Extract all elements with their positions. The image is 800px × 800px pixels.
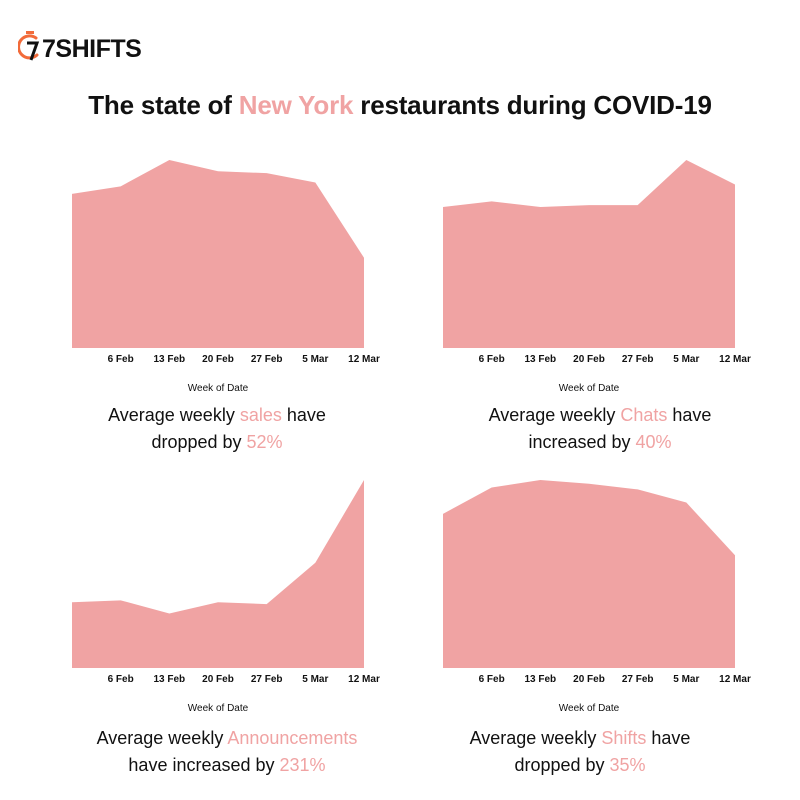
title-highlight: New York	[238, 90, 354, 120]
x-tick-label: 12 Mar	[719, 674, 751, 685]
caption-keyword: Shifts	[601, 728, 647, 748]
caption-text: dropped by	[514, 755, 610, 775]
caption-text: have	[281, 405, 326, 425]
x-tick-label: 20 Feb	[573, 354, 605, 365]
x-tick-label: 6 Feb	[108, 354, 134, 365]
brand-logo: 7SHIFTS	[18, 28, 142, 63]
x-tick-label: 5 Mar	[673, 354, 699, 365]
brand-name: 7SHIFTS	[42, 35, 142, 63]
caption-text: increased by	[528, 432, 636, 452]
caption-percent: 35%	[609, 755, 646, 775]
sales-chart: 6 Feb 13 Feb 20 Feb 27 Feb 5 Mar 12 Mar Week o…	[62, 150, 392, 394]
x-tick-label: 13 Feb	[524, 674, 556, 685]
caption-text: have increased by	[128, 755, 280, 775]
announcements-caption: Average weekly Announcements have increa…	[37, 725, 417, 779]
x-tick-label: 27 Feb	[622, 354, 654, 365]
x-tick-label: 13 Feb	[153, 354, 185, 365]
x-tick-label: 5 Mar	[302, 354, 328, 365]
x-tick-label: 20 Feb	[573, 674, 605, 685]
shifts-caption: Average weekly Shifts have dropped by 35…	[390, 725, 770, 779]
shifts-chart: 6 Feb 13 Feb 20 Feb 27 Feb 5 Mar 12 Mar Week o…	[433, 470, 763, 714]
caption-percent: 231%	[279, 755, 326, 775]
sales-caption: Average weekly sales have dropped by 52%	[27, 402, 407, 456]
area-series	[443, 480, 735, 668]
x-axis-title: Week of Date	[188, 383, 249, 394]
x-tick-label: 6 Feb	[479, 354, 505, 365]
area-series	[72, 480, 364, 668]
x-tick-label: 6 Feb	[108, 674, 134, 685]
chats-chart-svg: 6 Feb 13 Feb 20 Feb 27 Feb 5 Mar 12 Mar Week o…	[442, 159, 751, 394]
x-tick-label: 5 Mar	[302, 674, 328, 685]
caption-keyword: Chats	[620, 405, 668, 425]
caption-text: Average weekly	[108, 405, 240, 425]
announcements-chart: 6 Feb 13 Feb 20 Feb 27 Feb 5 Mar 12 Mar Week o…	[62, 470, 392, 714]
caption-keyword: Announcements	[227, 728, 358, 748]
caption-percent: 40%	[635, 432, 672, 452]
x-axis-title: Week of Date	[559, 703, 620, 714]
caption-text: Average weekly	[488, 405, 621, 425]
page-title: The state of New York restaurants during…	[0, 90, 800, 121]
area-series	[72, 160, 364, 348]
caption-text: Average weekly	[96, 728, 228, 748]
stopwatch-seven-icon	[18, 31, 40, 61]
caption-percent: 52%	[246, 432, 283, 452]
sales-chart-svg: 6 Feb 13 Feb 20 Feb 27 Feb 5 Mar 12 Mar Week o…	[71, 159, 380, 394]
x-tick-label: 13 Feb	[153, 674, 185, 685]
chats-caption: Average weekly Chats have increased by 4…	[410, 402, 790, 456]
x-axis-title: Week of Date	[188, 703, 249, 714]
x-tick-label: 12 Mar	[348, 674, 380, 685]
title-suffix: restaurants during COVID-19	[353, 90, 712, 120]
title-prefix: The state of	[88, 90, 239, 120]
area-series	[443, 160, 735, 348]
x-axis-title: Week of Date	[559, 383, 620, 394]
x-tick-label: 20 Feb	[202, 354, 234, 365]
shifts-chart-svg: 6 Feb 13 Feb 20 Feb 27 Feb 5 Mar 12 Mar Week o…	[442, 479, 751, 714]
x-tick-label: 20 Feb	[202, 674, 234, 685]
x-tick-label: 13 Feb	[524, 354, 556, 365]
caption-text: have	[667, 405, 712, 425]
x-tick-label: 27 Feb	[251, 354, 283, 365]
chats-chart: 6 Feb 13 Feb 20 Feb 27 Feb 5 Mar 12 Mar Week o…	[433, 150, 763, 394]
caption-text: Average weekly	[469, 728, 602, 748]
caption-keyword: sales	[239, 405, 282, 425]
caption-text: have	[646, 728, 691, 748]
x-tick-label: 5 Mar	[673, 674, 699, 685]
x-tick-label: 6 Feb	[479, 674, 505, 685]
announcements-chart-svg: 6 Feb 13 Feb 20 Feb 27 Feb 5 Mar 12 Mar Week o…	[71, 479, 380, 714]
x-tick-label: 27 Feb	[622, 674, 654, 685]
x-tick-label: 27 Feb	[251, 674, 283, 685]
x-tick-label: 12 Mar	[719, 354, 751, 365]
caption-text: dropped by	[151, 432, 247, 452]
x-tick-label: 12 Mar	[348, 354, 380, 365]
